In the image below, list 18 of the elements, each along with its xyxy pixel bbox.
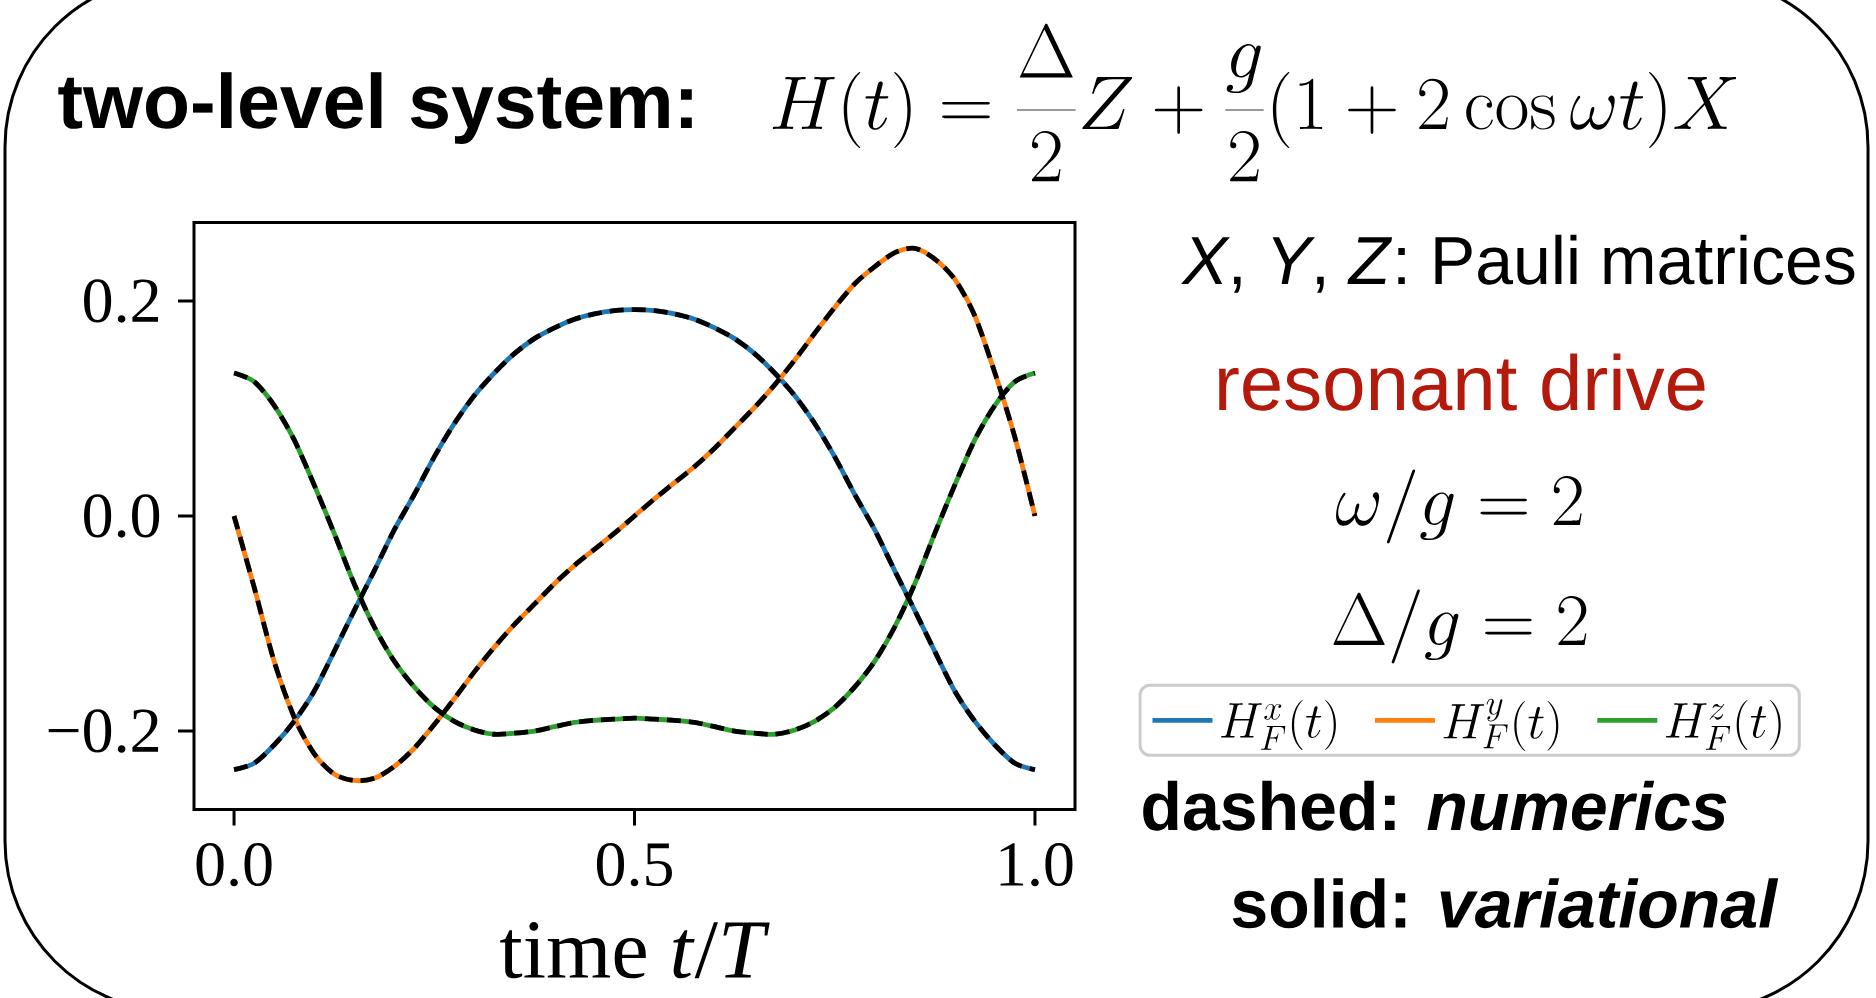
text: resonant drive: [1219, 353, 1705, 411]
x-tick-label: 0.5: [596, 842, 672, 887]
text: dashed: numerics: [1143, 780, 1727, 831]
text: $H(t) = \frac{\Delta}{2}Z + \frac{g}{2}(1 + 2\cos\omega t)X$: [772, 23, 1737, 182]
x-tick-label: 0.0: [196, 842, 272, 887]
y-tick-label: 0.0: [84, 494, 160, 538]
y-tick-label: 0.2: [84, 279, 159, 323]
legend-label: $H_F^y(t)$: [1443, 698, 1559, 751]
chart-title: two-level system:: [58, 72, 692, 144]
text: solid: variational: [1232, 878, 1779, 929]
text: X, Y, Z: Pauli matrices: [1181, 234, 1855, 293]
text: $\omega/g = 2$: [1336, 469, 1582, 544]
legend-label: $H_F^z(t)$: [1665, 700, 1781, 750]
y-tick-label: −0.2: [48, 709, 159, 753]
x-axis-title: time t/T: [500, 921, 770, 979]
legend-label: $H_F^x(t)$: [1221, 700, 1336, 750]
x-tick-label: 1.0: [1000, 842, 1073, 887]
text: $\Delta/g = 2$: [1333, 589, 1587, 664]
